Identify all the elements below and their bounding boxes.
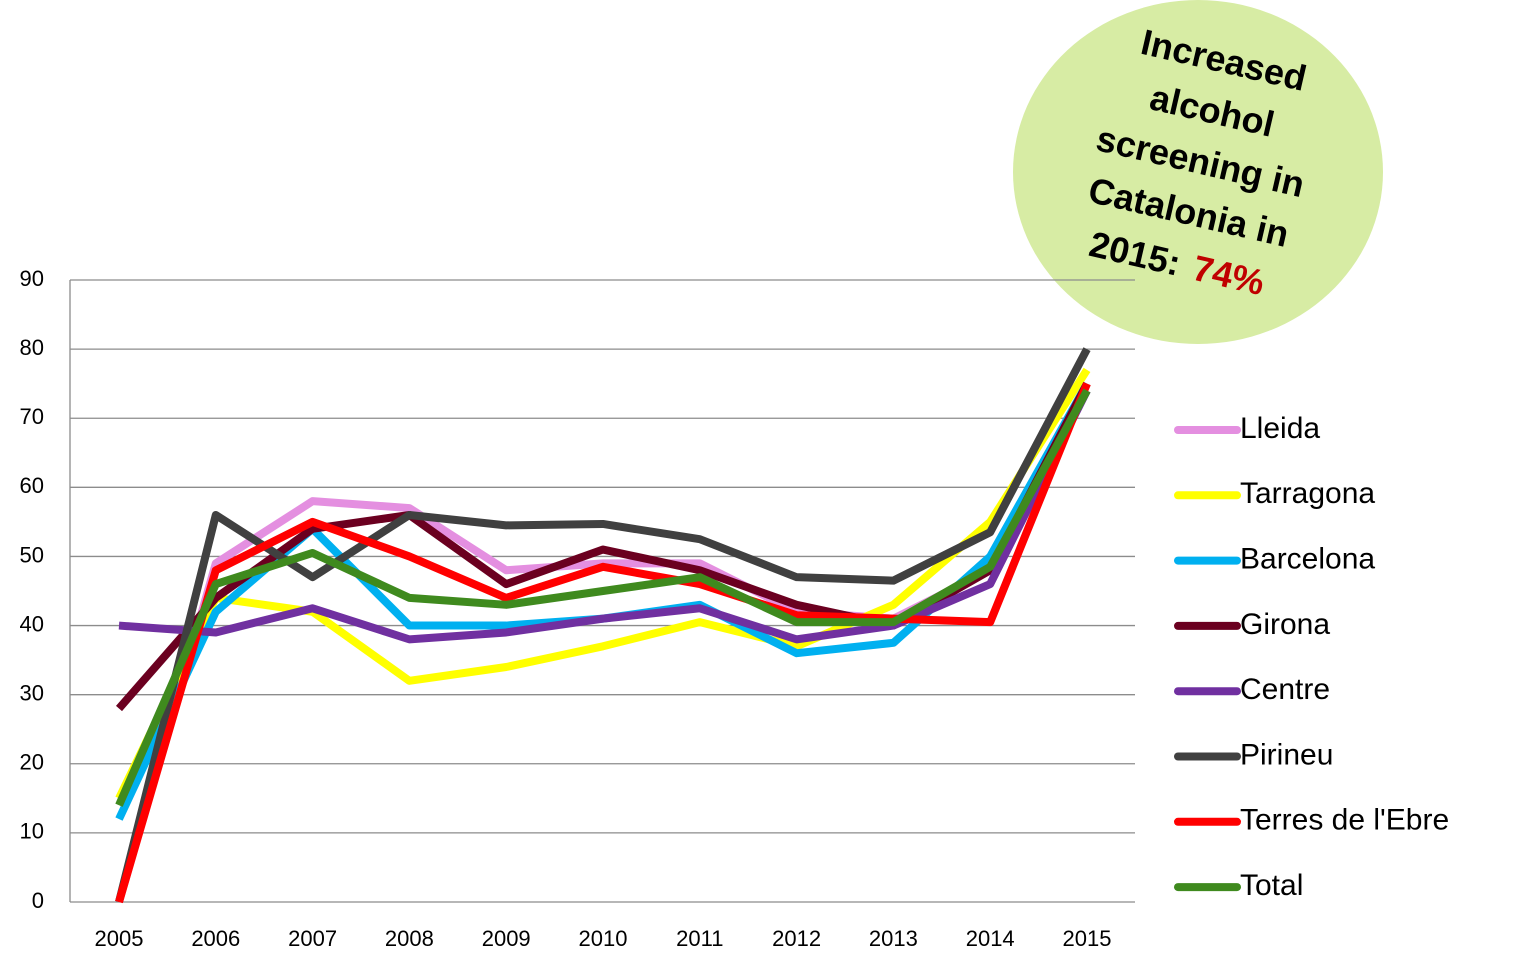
y-tick-label: 10 (20, 819, 44, 844)
x-tick-label: 2015 (1063, 926, 1112, 951)
y-tick-label: 80 (20, 335, 44, 360)
y-tick-label: 90 (20, 266, 44, 291)
x-tick-label: 2013 (869, 926, 918, 951)
y-tick-label: 0 (32, 888, 44, 913)
x-tick-label: 2009 (482, 926, 531, 951)
annotation-bubble (1013, 0, 1383, 344)
x-tick-label: 2011 (676, 926, 723, 951)
bubble (1013, 0, 1383, 344)
x-tick-label: 2006 (191, 926, 240, 951)
x-tick-label: 2008 (385, 926, 434, 951)
y-tick-label: 20 (20, 750, 44, 775)
series-line (115, 388, 1091, 807)
y-tick-label: 60 (20, 473, 44, 498)
legend-label: Total (1240, 869, 1303, 902)
legend-label: Centre (1240, 673, 1330, 706)
series-line (115, 367, 1091, 801)
legend-label: Pirineu (1240, 738, 1333, 771)
series-line (115, 347, 1091, 903)
y-tick-label: 40 (20, 611, 44, 636)
legend-label: Tarragona (1240, 477, 1375, 510)
y-tick-label: 30 (20, 680, 44, 705)
series-line (115, 382, 1091, 904)
y-tick-label: 50 (20, 542, 44, 567)
x-tick-label: 2010 (579, 926, 628, 951)
x-tick-label: 2005 (95, 926, 144, 951)
x-tick-label: 2012 (772, 926, 821, 951)
x-tick-label: 2007 (288, 926, 337, 951)
legend-label: Terres de l'Ebre (1240, 804, 1449, 837)
series-line (118, 388, 1091, 644)
y-tick-label: 70 (20, 404, 44, 429)
legend-label: Lleida (1240, 412, 1320, 445)
legend-label: Barcelona (1240, 543, 1375, 576)
x-tick-label: 2014 (966, 926, 1015, 951)
legend-label: Girona (1240, 608, 1330, 641)
